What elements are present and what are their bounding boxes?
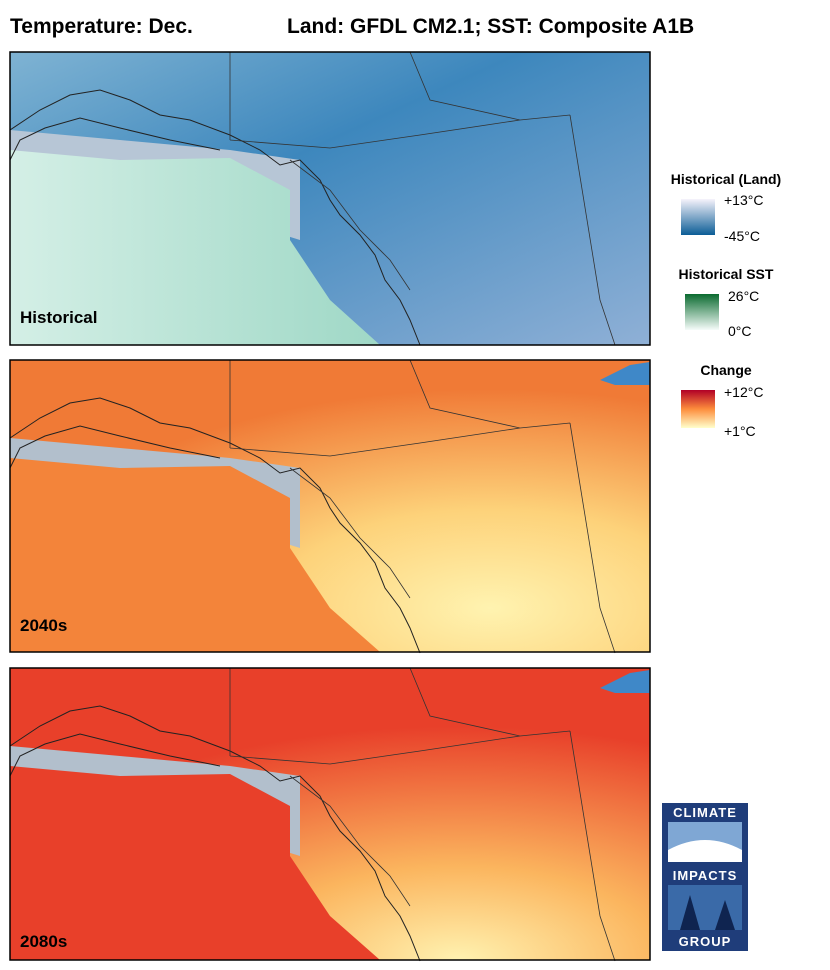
logo: CLIMATE IMPACTS GROUP — [662, 803, 748, 951]
panel-label: Historical — [20, 308, 97, 327]
legend-change: Change +12°C +1°C — [681, 362, 763, 439]
legend-historical-sst: Historical SST 26°C 0°C — [679, 266, 774, 339]
legend-max: +13°C — [724, 192, 763, 208]
legend-historical-land: Historical (Land) +13°C -45°C — [671, 171, 781, 244]
logo-text: GROUP — [679, 934, 732, 949]
logo-text: CLIMATE — [673, 805, 737, 820]
map-2080s: 2080s — [9, 667, 651, 962]
legend-title: Historical SST — [679, 266, 774, 282]
map-2040s: 2040s — [9, 359, 651, 654]
legend-title: Change — [700, 362, 752, 378]
legend-max: +12°C — [724, 384, 763, 400]
panel-label: 2080s — [20, 932, 67, 951]
legend-max: 26°C — [728, 288, 759, 304]
legend-title: Historical (Land) — [671, 171, 781, 187]
legend-min: -45°C — [724, 228, 760, 244]
subtitle: Land: GFDL CM2.1; SST: Composite A1B — [287, 15, 694, 38]
legend-min: 0°C — [728, 323, 752, 339]
map-historical: Historical — [9, 51, 651, 346]
legend-min: +1°C — [724, 423, 756, 439]
logo-text: IMPACTS — [673, 868, 738, 883]
panel-label: 2040s — [20, 616, 67, 635]
title: Temperature: Dec. — [10, 15, 193, 38]
